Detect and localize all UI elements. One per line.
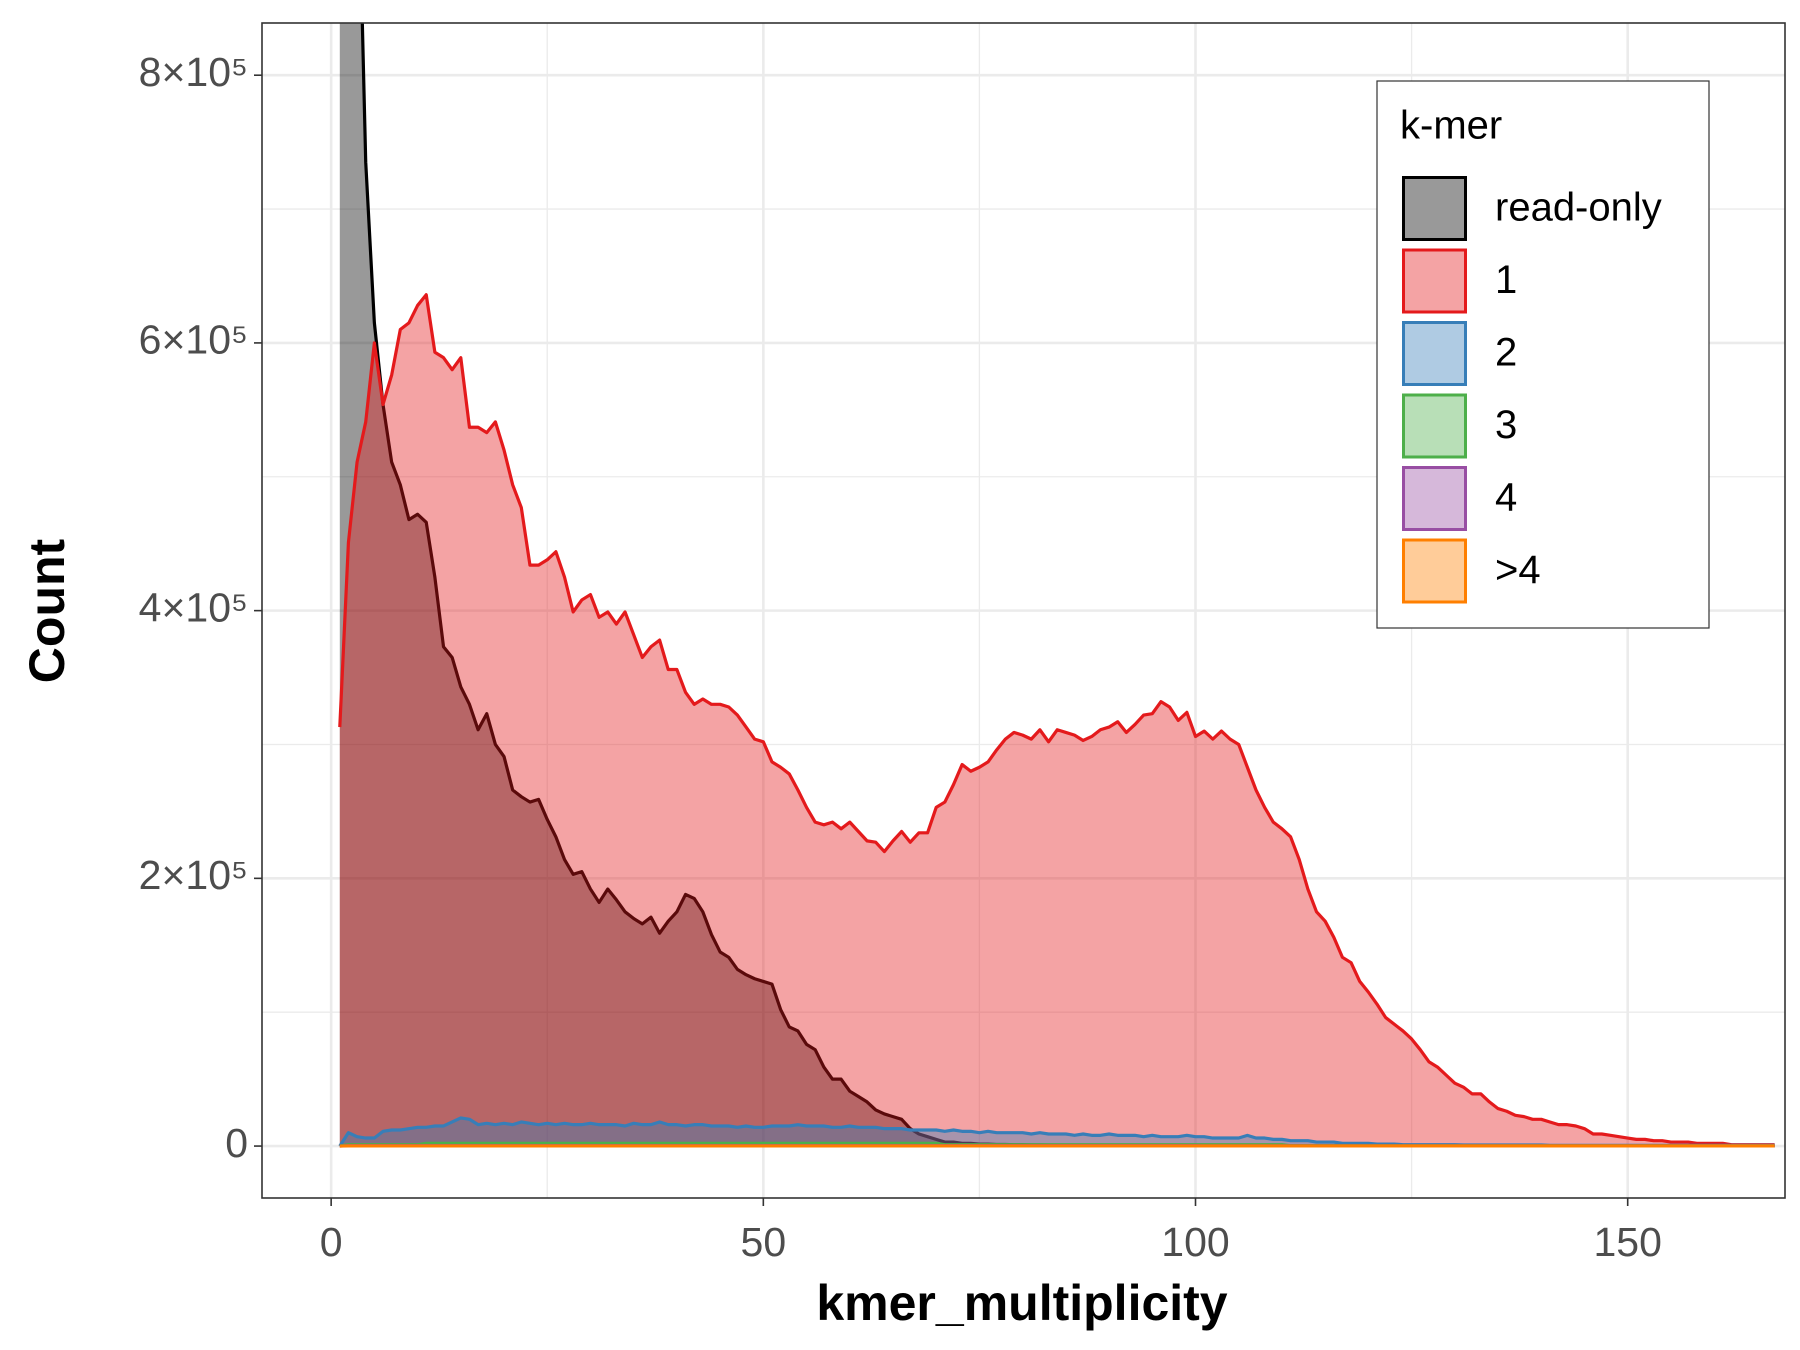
legend-label: 4 [1495, 476, 1517, 520]
y-tick-label: 2×10⁵ [139, 852, 248, 898]
legend-key-fill [1402, 466, 1467, 531]
y-tick-label: 6×10⁵ [139, 317, 248, 363]
legend-label: 1 [1495, 258, 1517, 302]
legend-label: 3 [1495, 403, 1517, 447]
area-fill [339, 294, 1775, 1147]
area-fill [339, 23, 1775, 1147]
legend-title: k-mer [1400, 104, 1502, 148]
legend-label: >4 [1495, 548, 1541, 592]
x-tick-label: 150 [1593, 1219, 1661, 1265]
legend-key-fill [1402, 321, 1467, 386]
legend: k-mer read-only 1 2 3 4 >4 [1376, 80, 1710, 629]
legend-label: read-only [1495, 186, 1662, 230]
y-tick-label: 0 [225, 1120, 248, 1166]
legend-key [1402, 466, 1467, 531]
y-tick-label: 4×10⁵ [139, 584, 248, 630]
legend-key [1402, 321, 1467, 386]
legend-key-fill [1402, 538, 1467, 604]
legend-key [1402, 538, 1467, 604]
x-tick-label: 100 [1161, 1219, 1229, 1265]
y-tick-label: 8×10⁵ [139, 49, 248, 95]
legend-key [1402, 176, 1467, 241]
x-axis-title: kmer_multiplicity [816, 1275, 1227, 1331]
legend-label: 2 [1495, 331, 1517, 375]
plot-area [338, 23, 1775, 1148]
legend-key [1402, 248, 1467, 314]
legend-key [1402, 393, 1467, 459]
line [338, 293, 1775, 1147]
axes: 0 50 100 150 0 2×10⁵ 4×10⁵ 6×10⁵ 8×10⁵ [139, 49, 1662, 1265]
x-tick-label: 0 [320, 1219, 343, 1265]
legend-key-fill [1402, 393, 1467, 459]
legend-key-fill [1402, 248, 1467, 314]
y-axis-title: Count [19, 538, 75, 683]
x-tick-label: 50 [741, 1219, 787, 1265]
legend-key-fill [1402, 176, 1467, 241]
